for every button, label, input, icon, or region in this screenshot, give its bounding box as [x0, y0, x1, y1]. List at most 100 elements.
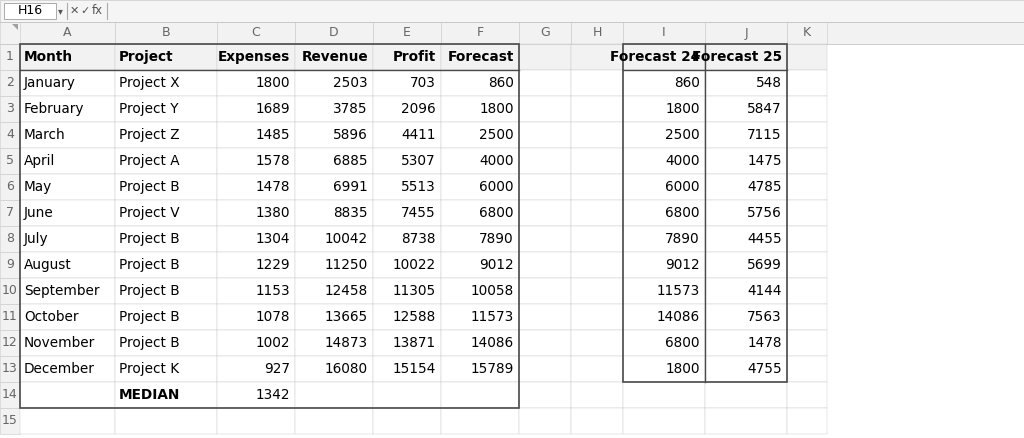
Text: 11: 11: [2, 311, 17, 324]
Text: 5: 5: [6, 155, 14, 167]
Bar: [217, 148, 295, 174]
Bar: [441, 44, 519, 70]
Bar: [519, 22, 571, 44]
Bar: [0, 0, 1024, 22]
Text: 4144: 4144: [748, 284, 782, 298]
Text: 5896: 5896: [333, 128, 368, 142]
Text: 15789: 15789: [471, 362, 514, 376]
Text: 1304: 1304: [256, 232, 290, 246]
Text: Expenses: Expenses: [218, 50, 290, 64]
Text: Forecast 24: Forecast 24: [610, 50, 700, 64]
Bar: [705, 148, 787, 174]
Bar: [519, 70, 571, 96]
Text: 9: 9: [6, 258, 14, 272]
Text: 4785: 4785: [748, 180, 782, 194]
Text: 11305: 11305: [393, 284, 436, 298]
Text: 927: 927: [264, 362, 290, 376]
Text: 1800: 1800: [666, 102, 700, 116]
Bar: [295, 330, 373, 356]
Text: 10058: 10058: [471, 284, 514, 298]
Text: H: H: [592, 27, 602, 39]
Text: 5847: 5847: [748, 102, 782, 116]
Text: 12: 12: [2, 336, 17, 350]
Text: 14086: 14086: [656, 310, 700, 324]
Bar: [623, 148, 705, 174]
Text: October: October: [24, 310, 79, 324]
Bar: [571, 44, 623, 70]
Bar: [623, 278, 705, 304]
Text: 6000: 6000: [666, 180, 700, 194]
Bar: [217, 252, 295, 278]
Bar: [373, 356, 441, 382]
Bar: [0, 304, 20, 330]
Text: 12588: 12588: [393, 310, 436, 324]
Bar: [787, 408, 827, 434]
Bar: [217, 122, 295, 148]
Bar: [20, 148, 115, 174]
Bar: [295, 174, 373, 200]
Bar: [115, 278, 217, 304]
Bar: [571, 356, 623, 382]
Bar: [20, 174, 115, 200]
Polygon shape: [12, 24, 18, 30]
Text: Profit: Profit: [393, 50, 436, 64]
Bar: [217, 22, 295, 44]
Bar: [623, 304, 705, 330]
Text: Project Z: Project Z: [119, 128, 179, 142]
Bar: [115, 22, 217, 44]
Text: 1153: 1153: [255, 284, 290, 298]
Text: Month: Month: [24, 50, 73, 64]
Text: 4: 4: [6, 128, 14, 141]
Bar: [623, 122, 705, 148]
Bar: [571, 304, 623, 330]
Bar: [217, 330, 295, 356]
Text: 703: 703: [411, 76, 436, 90]
Bar: [787, 252, 827, 278]
Text: 1800: 1800: [479, 102, 514, 116]
Bar: [705, 356, 787, 382]
Bar: [217, 226, 295, 252]
Text: Project B: Project B: [119, 336, 179, 350]
Text: Project A: Project A: [119, 154, 179, 168]
Bar: [519, 122, 571, 148]
Bar: [441, 200, 519, 226]
Bar: [705, 226, 787, 252]
Text: 13871: 13871: [393, 336, 436, 350]
Bar: [20, 200, 115, 226]
Bar: [20, 408, 115, 434]
Bar: [115, 122, 217, 148]
Bar: [115, 252, 217, 278]
Text: 5699: 5699: [748, 258, 782, 272]
Bar: [0, 278, 20, 304]
Bar: [115, 174, 217, 200]
Text: Project X: Project X: [119, 76, 179, 90]
Bar: [115, 200, 217, 226]
Text: 7: 7: [6, 206, 14, 219]
Bar: [441, 122, 519, 148]
Bar: [519, 226, 571, 252]
Text: 1078: 1078: [256, 310, 290, 324]
Bar: [4, 3, 56, 19]
Text: F: F: [476, 27, 483, 39]
Bar: [705, 22, 787, 44]
Bar: [20, 304, 115, 330]
Bar: [20, 122, 115, 148]
Bar: [373, 330, 441, 356]
Bar: [705, 278, 787, 304]
Bar: [705, 252, 787, 278]
Text: 11250: 11250: [325, 258, 368, 272]
Bar: [115, 226, 217, 252]
Bar: [787, 22, 827, 44]
Bar: [295, 408, 373, 434]
Text: 6000: 6000: [479, 180, 514, 194]
Text: ✕: ✕: [70, 6, 79, 16]
Bar: [705, 304, 787, 330]
Bar: [115, 70, 217, 96]
Bar: [217, 44, 295, 70]
Text: February: February: [24, 102, 85, 116]
Bar: [571, 122, 623, 148]
Text: 6885: 6885: [334, 154, 368, 168]
Text: 10022: 10022: [393, 258, 436, 272]
Bar: [373, 252, 441, 278]
Text: 1342: 1342: [256, 388, 290, 402]
